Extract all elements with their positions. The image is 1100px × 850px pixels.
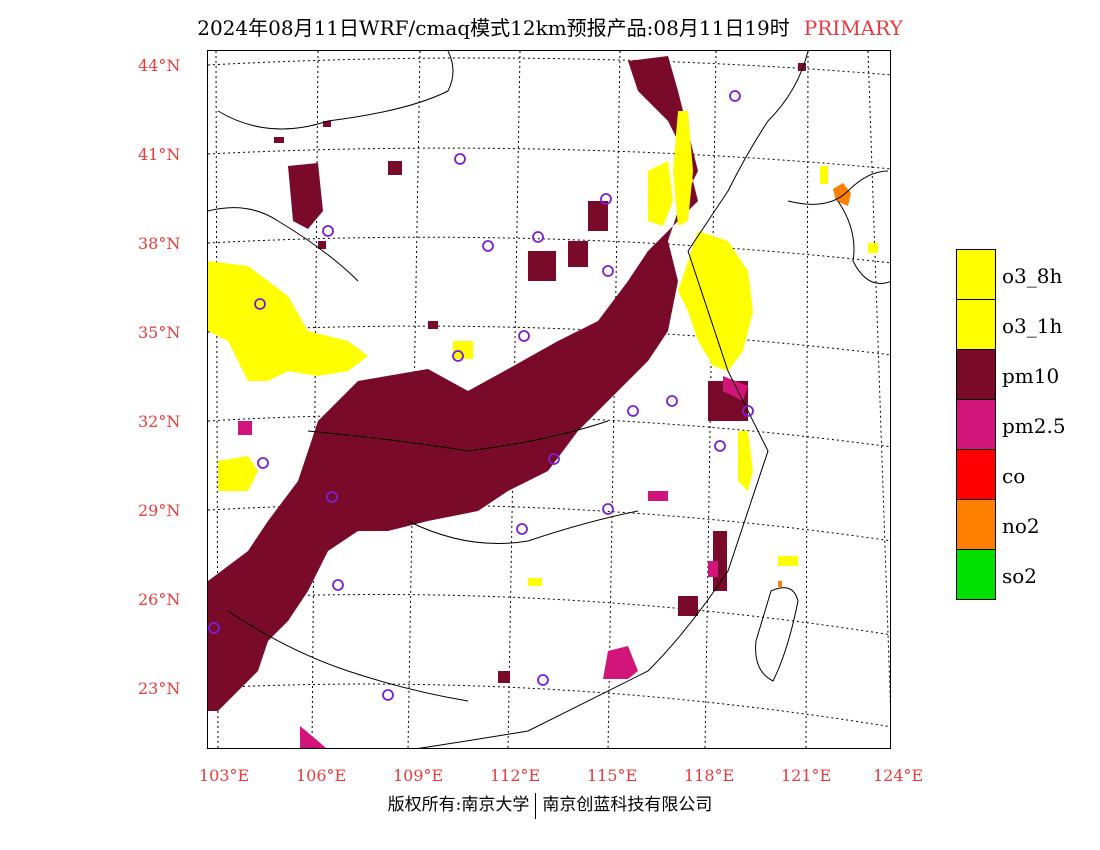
legend-swatch-o3-1h [956,299,996,349]
legend-label-pm10: pm10 [1002,364,1060,388]
lon-label-112: 112°E [490,766,541,785]
forecast-map [207,50,891,749]
legend-swatch-pm25 [956,399,996,449]
legend-swatch-o3-8h [956,249,996,299]
lon-label-109: 109°E [393,766,444,785]
legend-swatch-pm10 [956,349,996,399]
no2-region [778,183,851,587]
lon-label-103: 103°E [199,766,250,785]
legend-label-so2: so2 [1002,564,1038,588]
legend-swatch-no2 [956,499,996,549]
lat-label-38: 38°N [138,234,181,253]
title-text: 2024年08月11日WRF/cmaq模式12km预报产品:08月11日19时 [197,16,790,40]
copyright-left: 版权所有:南京大学 [387,795,530,815]
legend-swatch-so2 [956,549,996,600]
map-title: 2024年08月11日WRF/cmaq模式12km预报产品:08月11日19时 P… [0,12,1100,41]
lat-label-41: 41°N [138,145,181,164]
lat-label-32: 32°N [138,412,181,431]
boundary-lines [208,51,890,748]
lon-label-118: 118°E [684,766,735,785]
lat-label-35: 35°N [138,323,181,342]
copyright-footer: 版权所有:南京大学 南京创蓝科技有限公司 [0,790,1100,819]
lat-label-23: 23°N [138,679,181,698]
lat-label-44: 44°N [138,56,181,75]
lon-label-124: 124°E [873,766,924,785]
lon-label-106: 106°E [296,766,347,785]
map-canvas [208,51,890,748]
lat-label-26: 26°N [138,590,181,609]
legend-label-o3-1h: o3_1h [1002,314,1063,338]
pm25-region [238,376,748,748]
legend-label-co: co [1002,464,1026,488]
lon-label-121: 121°E [781,766,832,785]
legend-label-o3-8h: o3_8h [1002,264,1063,288]
lat-label-29: 29°N [138,501,181,520]
footer-separator [535,792,537,819]
station-markers [208,90,754,701]
legend-swatch-co [956,449,996,499]
o3-region [208,111,878,586]
pm10-region [208,56,806,711]
copyright-right: 南京创蓝科技有限公司 [542,795,713,815]
legend-label-pm25: pm2.5 [1002,414,1066,438]
pollutant-legend [956,249,996,600]
legend-label-no2: no2 [1002,514,1040,538]
lon-label-115: 115°E [587,766,638,785]
primary-pollutant-tag: PRIMARY [803,16,903,40]
